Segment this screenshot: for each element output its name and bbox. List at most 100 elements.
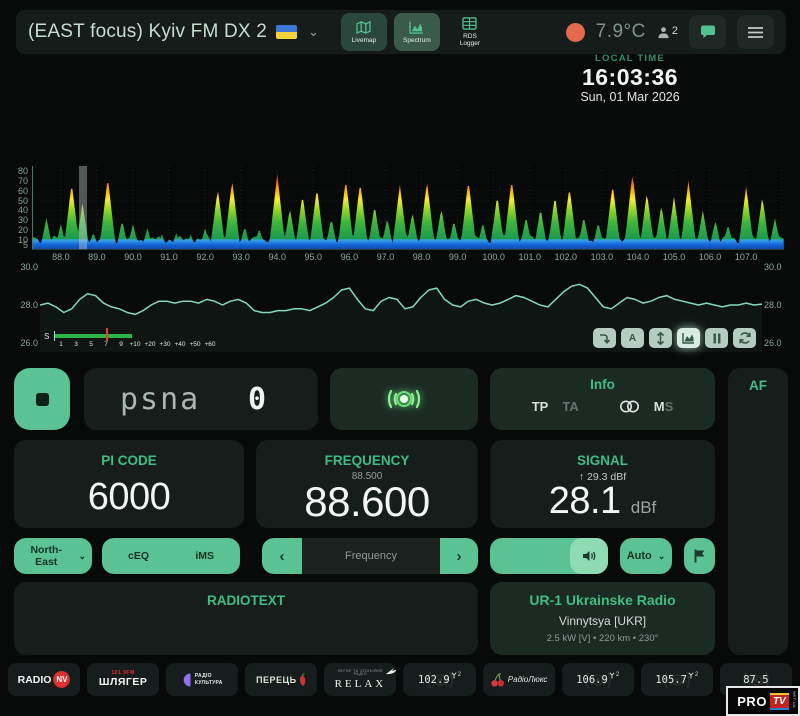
antenna-select[interactable]: North-East ⌄ (14, 538, 92, 574)
spectrum-canvas[interactable] (32, 166, 784, 251)
menu-button[interactable] (737, 15, 774, 49)
pi-code-value: 6000 (87, 476, 171, 518)
rds-info-panel: Info TP TA MS (490, 368, 715, 430)
ms-music-flag: M (653, 399, 665, 414)
signal-value: 28.1 dBf (548, 480, 657, 522)
antenna-icon (451, 672, 457, 679)
preset-frequency-105-7[interactable]: 105.7 2 (640, 663, 713, 696)
preset-frequency-value: 106.9 (576, 673, 608, 686)
tune-up-button[interactable]: › (440, 538, 478, 574)
livemap-label: Livemap (351, 36, 377, 44)
arrow-down-curve-button[interactable] (593, 328, 616, 348)
frequency-value: 88.600 (304, 478, 430, 525)
arrow-down-curve-icon (600, 333, 611, 344)
station-name: UR-1 Ukrainske Radio (529, 592, 676, 608)
frequency-panel[interactable]: FREQUENCY 88.500 88.600 (256, 440, 478, 528)
preset-frequency-value: 105.7 (655, 673, 687, 686)
preset-radio-lux[interactable]: РадіоЛюкс (482, 663, 555, 696)
kultura-logo-icon (183, 673, 191, 686)
frequency-input[interactable]: Frequency (302, 538, 440, 574)
pause-button[interactable] (705, 328, 728, 348)
history-y-tick: 28.0 (764, 300, 782, 310)
broadcast-ghost-icon (584, 671, 611, 688)
spectrum-x-tick: 101.0 (518, 252, 541, 262)
frequency-placeholder: Frequency (345, 550, 397, 562)
spectrum-x-tick: 97.0 (376, 252, 395, 262)
perets-name: ПЕРЕЦЬ (256, 674, 297, 685)
tune-down-button[interactable]: ‹ (262, 538, 302, 574)
chevron-down-icon: ⌄ (308, 24, 319, 39)
server-selector[interactable]: (EAST focus) Kyiv FM DX 2 ⌄ (28, 21, 319, 43)
ims-label: iMS (195, 550, 214, 562)
refresh-button[interactable] (733, 328, 756, 348)
preset-frequency-102-9[interactable]: 102.9 2 (403, 663, 476, 696)
preset-relax[interactable]: ЛЕГКЕ ТА СПОКІЙНЕ РАДІО RELAX (324, 663, 397, 696)
audio-play-button[interactable] (330, 368, 478, 430)
spectrum-x-tick: 102.0 (554, 252, 578, 262)
af-title: AF (749, 378, 767, 393)
spectrum-style-button[interactable] (677, 328, 700, 348)
nv-circle-logo: NV (53, 671, 71, 688)
signal-title: SIGNAL (576, 453, 628, 468)
pi-code-panel: PI CODE 6000 (14, 440, 244, 528)
chat-button[interactable] (689, 15, 726, 49)
spectrum-x-tick: 100.0 (482, 252, 505, 262)
chevron-down-icon: ⌄ (78, 550, 86, 561)
local-time-value: 16:03:36 (581, 63, 679, 90)
report-flag-button[interactable] (684, 538, 715, 574)
spectrum-y-tick: 60 (17, 185, 28, 196)
volume-slider[interactable] (490, 538, 608, 574)
arrows-vertical-icon (656, 331, 665, 345)
spectrum-x-tick: 103.0 (590, 252, 614, 262)
spectrum-x-tick: 91.0 (160, 252, 178, 262)
history-y-tick: 30.0 (20, 262, 38, 273)
signal-history-graph: 30.0 28.0 26.0 30.0 28.0 26.0 (0, 256, 800, 356)
radio-nv-text: RADIO (17, 673, 52, 686)
auto-scale-button[interactable]: A (621, 328, 644, 348)
preset-perets[interactable]: ПЕРЕЦЬ (245, 663, 318, 696)
chevron-down-icon: ⌄ (657, 550, 666, 561)
af-list-panel: AF (728, 368, 788, 655)
spectrum-graph[interactable]: 80 70 60 50 40 30 20 10 5 88.0 89.0 90.0 91.0 92.0 93… (0, 160, 800, 348)
header-bar: (EAST focus) Kyiv FM DX 2 ⌄ Livemap Spec… (16, 10, 786, 54)
spectrum-label: Spectrum (403, 36, 431, 44)
cherries-icon (491, 672, 504, 686)
spectrum-button[interactable]: Spectrum (393, 13, 440, 51)
rds-logger-button[interactable]: RDS Logger (447, 13, 493, 51)
s-meter-tick: 5 (89, 341, 93, 348)
refresh-icon (738, 332, 751, 344)
watermark-pro: PRO (737, 693, 767, 709)
ukraine-flag-icon (276, 25, 298, 39)
preset-radio-kultura[interactable]: РАДІО КУЛЬТУРА (166, 663, 239, 696)
spectrum-chart-icon (409, 21, 424, 34)
station-info-panel: UR-1 Ukrainske Radio Vinnytsya [UKR] 2.5… (490, 582, 715, 655)
header-nav: Livemap Spectrum RDS Logger (340, 13, 493, 51)
spectrum-y-tick: 40 (17, 205, 28, 216)
spectrum-x-tick: 99.0 (448, 252, 467, 262)
area-chart-icon (682, 333, 694, 344)
vertical-zoom-button[interactable] (649, 328, 672, 348)
history-y-tick: 26.0 (20, 337, 38, 348)
preset-shlyager[interactable]: 101.9FM ШЛЯГЕР (87, 663, 160, 696)
local-date: Sun, 01 Mar 2026 (580, 90, 680, 105)
s-meter-tick: 3 (74, 341, 78, 348)
spectrum-x-tick: 98.0 (412, 252, 431, 262)
tune-stepper: ‹ Frequency › (262, 538, 478, 574)
preset-frequency-106-9[interactable]: 106.9 2 (561, 663, 634, 696)
ms-speech-flag: S (664, 399, 674, 414)
preset-radio-nv[interactable]: RADIO NV (8, 663, 81, 696)
spectrum-x-tick: 90.0 (124, 252, 142, 262)
s-meter-peak-marker (106, 328, 108, 341)
spectrum-x-tick: 105.0 (662, 252, 686, 262)
square-toggle-button[interactable] (14, 368, 70, 430)
livemap-button[interactable]: Livemap (340, 13, 387, 51)
spectrum-x-tick: 94.0 (268, 252, 287, 262)
ps-error-counter: 0 (247, 381, 266, 417)
preset-badge: 2 (615, 672, 620, 678)
mode-select[interactable]: Auto ⌄ (620, 538, 672, 574)
pause-icon (713, 333, 720, 343)
eq-ims-toggle[interactable]: cEQ iMS (102, 538, 240, 574)
header-right: 7.9°C 2 (565, 15, 774, 49)
volume-knob[interactable] (570, 538, 608, 574)
spectrum-x-tick: 92.0 (196, 252, 214, 262)
